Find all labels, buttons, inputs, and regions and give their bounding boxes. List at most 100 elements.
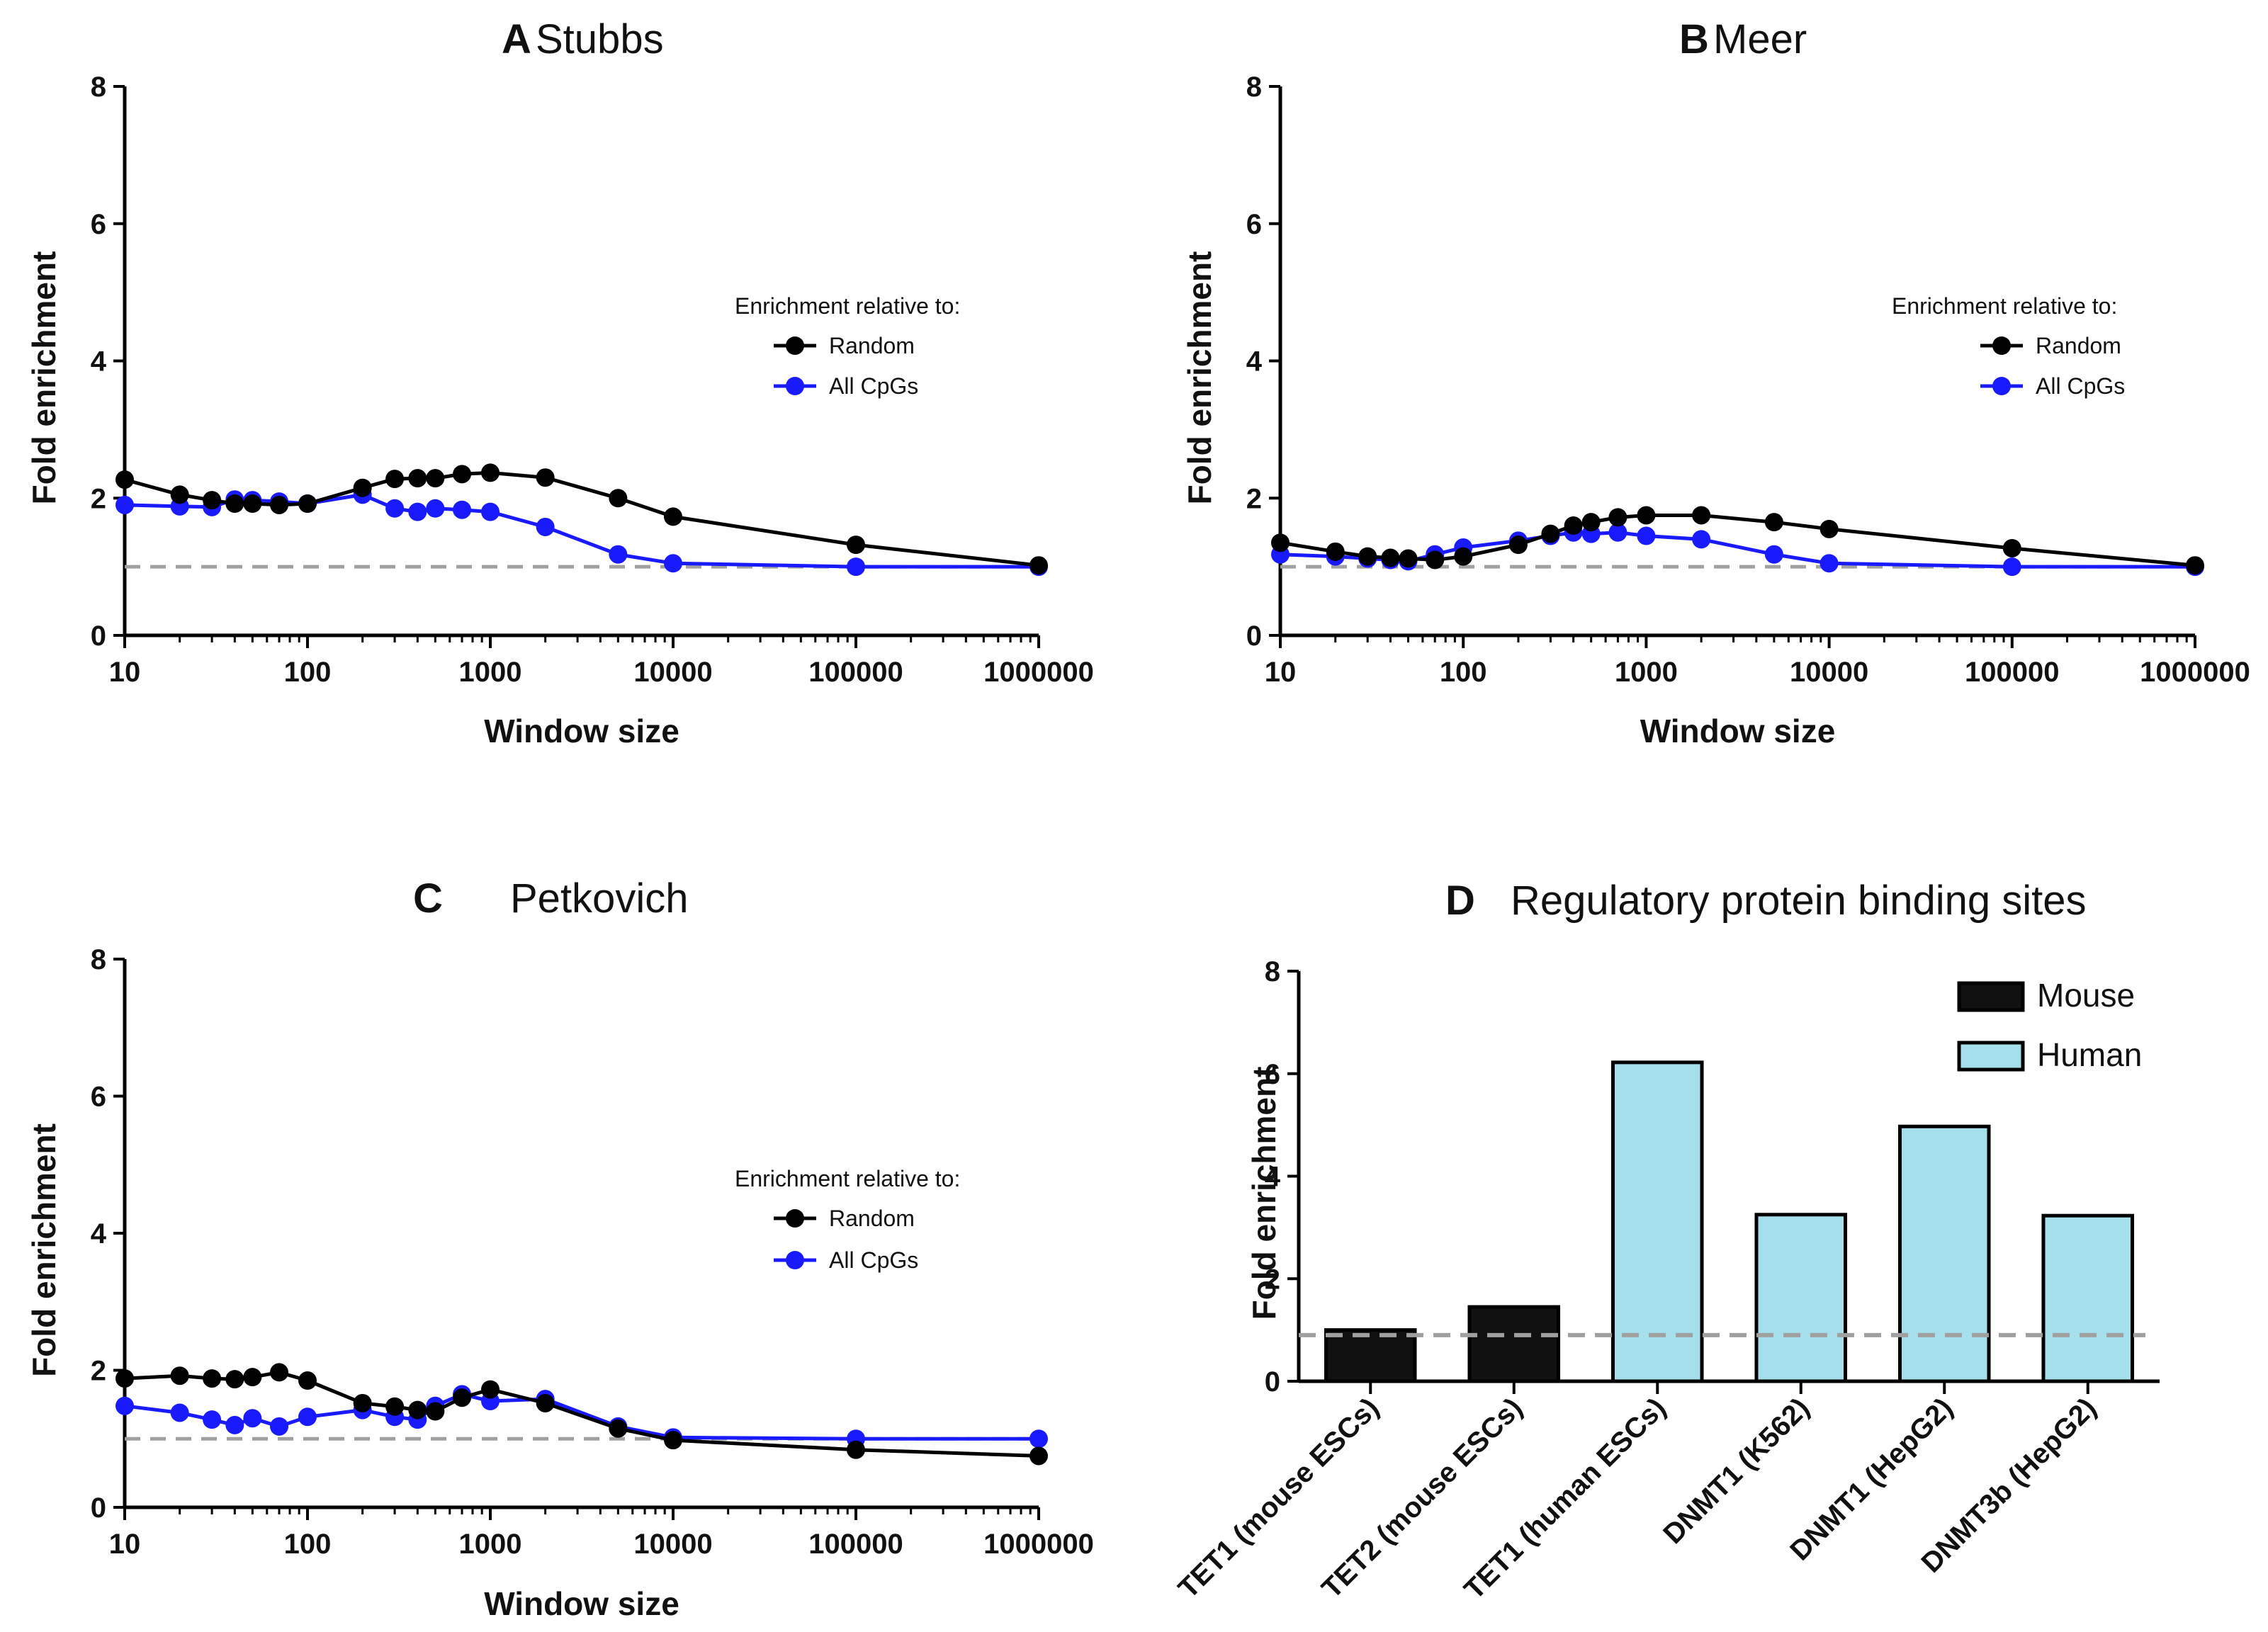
chart-c-series-random-point — [170, 1366, 189, 1386]
chart-a-series-all-cpgs-point — [408, 502, 427, 521]
chart-c-series-all-cpgs-point — [298, 1407, 317, 1427]
chart-c-series-all-cpgs-point — [203, 1410, 222, 1429]
chart-b-series-random-point — [1326, 542, 1345, 561]
chart-b-series-random-point — [1637, 506, 1656, 525]
chart-d-ytick-label: 2 — [1265, 1264, 1280, 1295]
chart-a-xtick-label: 100 — [284, 657, 332, 688]
chart-c: C Petkovich 0 2 4 6 8 10 100 1000 10000 100000 10000… — [26, 876, 1094, 1622]
chart-a-series-all-cpgs-point — [115, 495, 134, 514]
chart-d: D Regulatory protein binding sites 0 2 4 6 8 Fo… — [1173, 878, 2160, 1606]
chart-b-series-random-point — [1820, 519, 1839, 538]
chart-c-series-all-cpgs-point — [270, 1417, 289, 1436]
chart-c-xlabel: Window size — [484, 1585, 679, 1622]
chart-b-series-random-line — [1280, 514, 2196, 567]
chart-a-series-random-point — [243, 494, 262, 513]
chart-c-xtick-label: 1000 — [459, 1529, 522, 1560]
chart-c-title: Petkovich — [510, 876, 688, 922]
chart-b-series-random-point — [2186, 556, 2204, 575]
chart-b-legend-label: All CpGs — [2036, 373, 2125, 399]
chart-b-letter: B — [1679, 16, 1709, 62]
chart-c-legend-label: Random — [829, 1206, 915, 1231]
chart-b-xtick-label: 100 — [1440, 657, 1487, 688]
chart-a-ytick-label: 4 — [91, 346, 107, 378]
chart-a-series-random-point — [385, 470, 405, 489]
chart-a-series-random-point — [408, 469, 427, 488]
chart-a-legend-swatch-point — [786, 377, 804, 395]
chart-c-series-all-cpgs-point — [170, 1403, 189, 1422]
chart-c-series-random-point — [408, 1400, 427, 1420]
chart-b-xtick-label: 1000000 — [2140, 657, 2250, 688]
chart-a: A Stubbs 0 2 4 6 8 10 100 1000 10000 100000 1000000 W… — [26, 16, 1094, 749]
chart-a-ytick-label: 6 — [91, 209, 106, 240]
chart-d-title: Regulatory protein binding sites — [1511, 878, 2086, 924]
chart-c-legend-title: Enrichment relative to: — [735, 1166, 960, 1191]
chart-b-series-random-point — [2002, 538, 2021, 557]
chart-a-series-random-point — [426, 469, 445, 488]
chart-a-series-random-point — [353, 478, 372, 497]
chart-b-series-random-point — [1764, 513, 1783, 532]
chart-a-series-random-point — [481, 463, 500, 482]
chart-c-series-random-point — [664, 1431, 682, 1450]
chart-b-title: Meer — [1713, 16, 1807, 62]
chart-d-bar-dnmt3b-hepg2 — [2041, 1213, 2135, 1383]
chart-c-ytick-label: 0 — [91, 1492, 106, 1524]
chart-a-ylabel: Fold enrichment — [26, 251, 62, 505]
chart-b-series-all-cpgs-point — [1692, 530, 1711, 549]
chart-b-xlabel: Window size — [1640, 713, 1836, 749]
chart-c-ytick-label: 2 — [91, 1356, 106, 1387]
chart-a-legend-label: All CpGs — [829, 373, 918, 399]
chart-b-legend-label: Random — [2036, 333, 2121, 358]
chart-c-xtick-label: 10 — [109, 1529, 141, 1560]
chart-a-ytick-label: 0 — [91, 620, 106, 652]
chart-c-xtick-label: 100 — [284, 1529, 332, 1560]
chart-d-ytick-label: 0 — [1265, 1366, 1280, 1398]
chart-a-series-random-point — [225, 494, 244, 513]
chart-b-series-random — [1271, 506, 2204, 575]
chart-c-legend-swatch-point — [786, 1209, 804, 1228]
chart-c-series-random — [115, 1363, 1048, 1466]
chart-d-letter: D — [1445, 878, 1475, 924]
chart-b-ytick-label: 4 — [1246, 346, 1263, 378]
chart-c-series-random-point — [225, 1370, 244, 1389]
chart-a-legend-swatch-point — [786, 336, 804, 355]
chart-c-series-random-point — [353, 1393, 372, 1412]
chart-a-series-random-point — [270, 495, 289, 514]
chart-a-xtick-label: 10000 — [633, 657, 712, 688]
chart-c-series-random-point — [243, 1368, 262, 1387]
chart-b-series-random-point — [1271, 533, 1290, 552]
chart-a-series-all-cpgs-point — [536, 517, 555, 536]
chart-a-xtick-label: 1000000 — [983, 657, 1094, 688]
chart-d-legend-label-mouse: Mouse — [2037, 977, 2135, 1014]
chart-b-ytick-label: 6 — [1246, 209, 1262, 240]
chart-d-bar-tet1-mouse-escs — [1324, 1328, 1417, 1383]
chart-c-series-random-point — [847, 1440, 865, 1459]
chart-b: B Meer 0 2 4 6 8 10 100 1000 10000 100000 1000000 Win… — [1181, 16, 2250, 749]
chart-a-series-all-cpgs-point — [453, 500, 472, 519]
chart-a-title: Stubbs — [536, 16, 664, 62]
chart-b-series-all-cpgs-point — [1764, 545, 1783, 564]
chart-c-series-random-point — [203, 1369, 222, 1388]
chart-b-series-random-point — [1358, 547, 1377, 566]
chart-b-series-all-cpgs-point — [1820, 554, 1839, 573]
chart-d-ytick-label: 6 — [1265, 1059, 1280, 1090]
chart-b-series-random-point — [1454, 547, 1473, 566]
chart-a-series-all-cpgs-point — [481, 502, 500, 521]
chart-a-series-random-point — [609, 489, 628, 508]
chart-b-series-random-point — [1399, 549, 1418, 568]
chart-a-letter: A — [502, 16, 531, 62]
chart-c-series-random-point — [609, 1419, 628, 1438]
chart-d-bar-tet2-mouse-escs — [1467, 1305, 1561, 1383]
chart-a-xtick-label: 10 — [109, 657, 141, 688]
chart-d-xtick-label: DNMT1 (K562) — [1657, 1392, 1815, 1550]
chart-a-series-random-point — [536, 468, 555, 487]
chart-b-series-random-point — [1541, 524, 1560, 543]
chart-c-xtick-label: 100000 — [808, 1529, 903, 1560]
chart-a-legend-title: Enrichment relative to: — [735, 293, 960, 319]
chart-c-ytick-label: 6 — [91, 1082, 106, 1113]
chart-a-series-random-point — [203, 491, 222, 510]
chart-d-legend-swatch-human — [1957, 1041, 2025, 1072]
chart-a-series-all-cpgs-point — [847, 557, 865, 577]
chart-d-bar-tet1-human-escs — [1610, 1060, 1704, 1383]
chart-c-series-random-point — [1029, 1446, 1048, 1466]
chart-c-legend-swatch-point — [786, 1251, 804, 1269]
